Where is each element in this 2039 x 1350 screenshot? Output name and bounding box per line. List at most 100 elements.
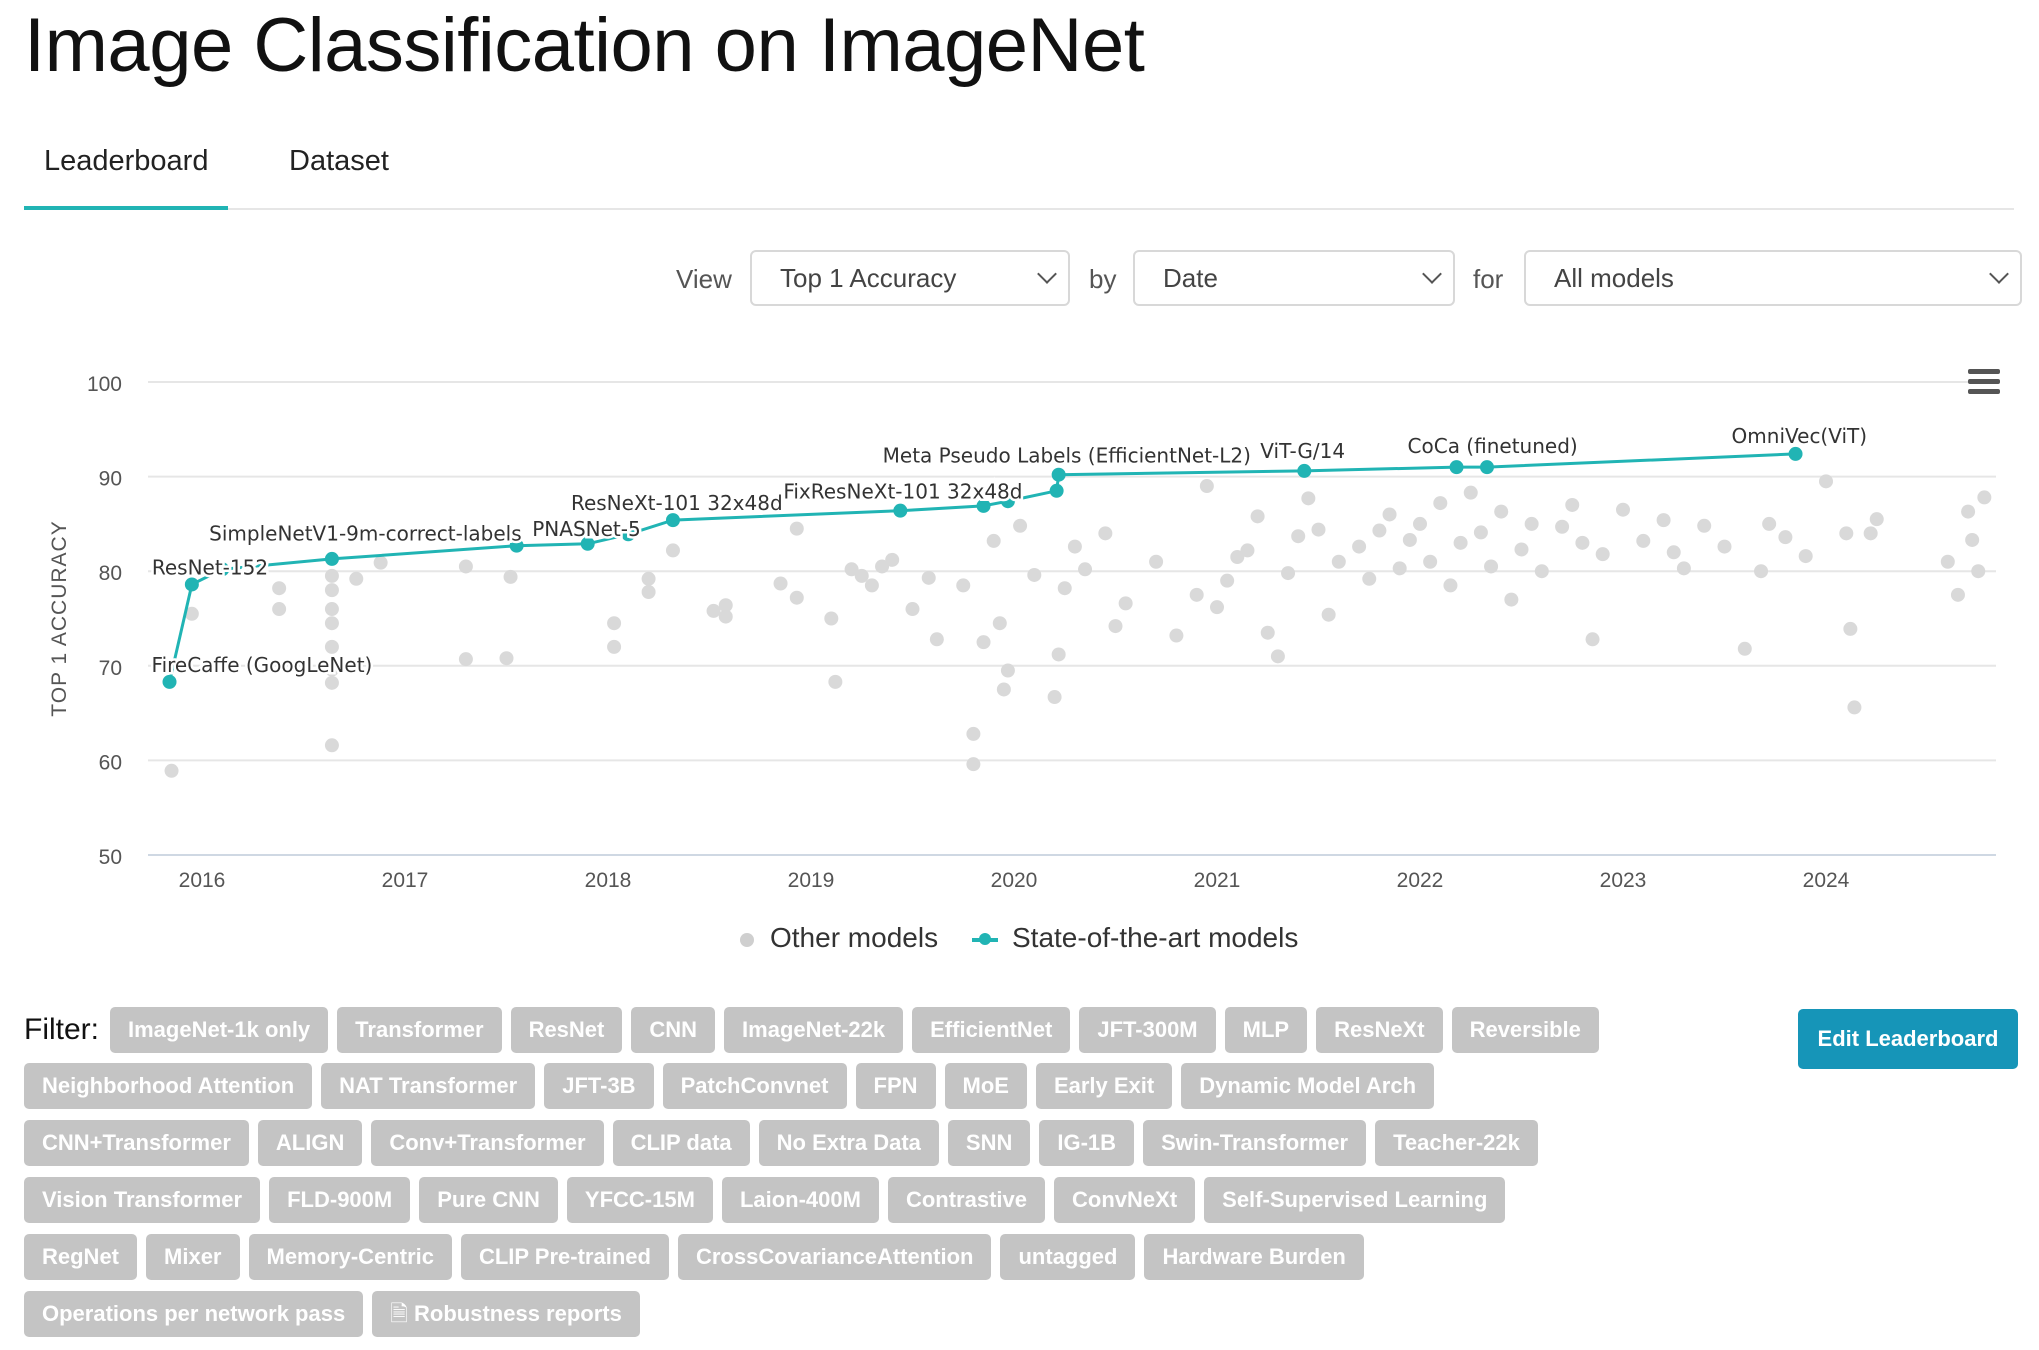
other-model-point	[324, 675, 339, 690]
filter-tag[interactable]: Operations per network pass	[24, 1291, 364, 1337]
tab-dataset[interactable]: Dataset	[289, 145, 389, 177]
other-model-point	[1971, 564, 1986, 579]
legend-sota-models[interactable]: State-of-the-art models	[972, 922, 1298, 954]
other-model-point	[1819, 474, 1833, 489]
filter-tag[interactable]: Reversible	[1451, 1007, 1599, 1053]
other-model-point	[1199, 479, 1214, 494]
filter-tag[interactable]: FPN	[855, 1063, 936, 1109]
filter-tag[interactable]: PatchConvnet	[662, 1063, 847, 1109]
other-model-point	[1067, 539, 1082, 554]
filter-tag[interactable]: Dynamic Model Arch	[1181, 1063, 1435, 1109]
filter-tag[interactable]: ImageNet-22k	[724, 1007, 904, 1053]
filter-tag[interactable]: EfficientNet	[912, 1007, 1071, 1053]
filter-label: Filter:	[24, 1013, 99, 1046]
filter-tag[interactable]: ConvNeXt	[1054, 1177, 1196, 1223]
filter-tag[interactable]: MLP	[1224, 1007, 1308, 1053]
other-model-point	[1950, 587, 1965, 602]
chart-menu-icon[interactable]	[1968, 369, 2000, 395]
metric-select[interactable]: Top 1 Accuracy	[750, 250, 1070, 306]
sota-point	[1788, 446, 1803, 461]
filter-tag[interactable]: 🗎 Robustness reports	[372, 1291, 640, 1337]
filter-tag[interactable]: CNN	[631, 1007, 716, 1053]
other-model-point	[706, 603, 721, 618]
filter-tag[interactable]: Teacher-22k	[1375, 1120, 1538, 1166]
by-select[interactable]: Date	[1133, 250, 1455, 306]
other-model-point	[1078, 562, 1093, 577]
other-model-point	[824, 611, 839, 626]
other-model-point	[607, 639, 622, 654]
filter-tag[interactable]: RegNet	[24, 1234, 138, 1280]
sota-point	[184, 577, 199, 592]
filter-tag[interactable]: Mixer	[146, 1234, 240, 1280]
other-model-point	[324, 616, 339, 631]
tab-leaderboard[interactable]: Leaderboard	[24, 140, 229, 210]
other-model-point	[956, 578, 971, 593]
legend-other-models[interactable]: Other models	[740, 922, 938, 954]
filter-tag[interactable]: Neighborhood Attention	[24, 1063, 313, 1109]
sota-point	[1000, 494, 1015, 509]
other-model-point	[1250, 509, 1265, 524]
filter-tag[interactable]: Laion-400M	[721, 1177, 879, 1223]
legend-dot-icon	[740, 932, 754, 947]
filter-tag[interactable]: ImageNet-1k only	[110, 1007, 329, 1053]
other-model-point	[1392, 561, 1407, 576]
other-model-point	[665, 543, 680, 558]
sota-point	[976, 498, 991, 513]
filter-tag[interactable]: Conv+Transformer	[371, 1120, 604, 1166]
other-model-point	[349, 571, 364, 586]
filter-tag[interactable]: CNN+Transformer	[24, 1120, 249, 1166]
other-model-point	[1051, 647, 1066, 662]
chevron-down-icon	[1422, 264, 1442, 284]
filter-tag[interactable]: MoE	[944, 1063, 1027, 1109]
for-select[interactable]: All models	[1524, 250, 2022, 306]
filter-tag[interactable]: JFT-300M	[1079, 1007, 1216, 1053]
other-model-point	[1869, 512, 1884, 527]
other-model-point	[1098, 526, 1113, 541]
accuracy-chart: 50 60 70 80 90 100 2016 2017 2018 2019 2020 2021 202…	[48, 373, 1996, 892]
filter-tag[interactable]: Contrastive	[887, 1177, 1046, 1223]
other-model-point	[1443, 578, 1458, 593]
filter-tag[interactable]: Transformer	[337, 1007, 502, 1053]
other-model-point	[1108, 619, 1123, 634]
chart-legend: Other models State-of-the-art models	[0, 922, 2039, 962]
other-model-point	[718, 609, 733, 624]
filter-tag[interactable]: FLD-900M	[269, 1177, 411, 1223]
other-model-point	[1843, 621, 1858, 636]
other-model-point	[1270, 649, 1285, 664]
filter-tag[interactable]: CrossCovarianceAttention	[677, 1234, 992, 1280]
filter-tag[interactable]: Early Exit	[1035, 1063, 1173, 1109]
filter-tag[interactable]: ALIGN	[257, 1120, 363, 1166]
sota-point	[215, 562, 230, 577]
filter-tag[interactable]: CLIP data	[612, 1120, 750, 1166]
filter-tag[interactable]: Hardware Burden	[1144, 1234, 1364, 1280]
other-model-point	[992, 616, 1007, 631]
other-model-point	[324, 639, 339, 654]
filter-tag[interactable]: No Extra Data	[758, 1120, 939, 1166]
x-tick-label: 2016	[179, 869, 226, 892]
filter-tag[interactable]: IG-1B	[1039, 1120, 1135, 1166]
other-model-point	[1291, 529, 1306, 544]
filter-tag[interactable]: Memory-Centric	[248, 1234, 452, 1280]
filter-tag[interactable]: Swin-Transformer	[1143, 1120, 1367, 1166]
filter-tag[interactable]: ResNeXt	[1316, 1007, 1443, 1053]
filter-tag[interactable]: Self-Supervised Learning	[1204, 1177, 1506, 1223]
view-controls: View Top 1 Accuracy by Date for All mode…	[0, 250, 2039, 310]
filter-tag[interactable]: ResNet	[510, 1007, 623, 1053]
filter-tag[interactable]: Vision Transformer	[24, 1177, 261, 1223]
other-model-point	[1331, 554, 1346, 569]
chevron-down-icon	[1989, 264, 2009, 284]
sota-point	[162, 674, 177, 689]
other-model-point	[905, 602, 920, 617]
edit-leaderboard-button[interactable]: Edit Leaderboard	[1798, 1009, 2018, 1069]
other-model-point	[1754, 564, 1769, 579]
tab-bar: Leaderboard Dataset	[24, 130, 2014, 210]
filter-tag[interactable]: JFT-3B	[544, 1063, 654, 1109]
filter-tag[interactable]: SNN	[947, 1120, 1031, 1166]
view-label: View	[676, 264, 732, 294]
filter-tag[interactable]: untagged	[1000, 1234, 1136, 1280]
filter-tag[interactable]: Pure CNN	[419, 1177, 558, 1223]
filter-tag[interactable]: NAT Transformer	[321, 1063, 536, 1109]
other-model-point	[1565, 497, 1580, 512]
filter-tag[interactable]: CLIP Pre-trained	[460, 1234, 669, 1280]
filter-tag[interactable]: YFCC-15M	[566, 1177, 713, 1223]
